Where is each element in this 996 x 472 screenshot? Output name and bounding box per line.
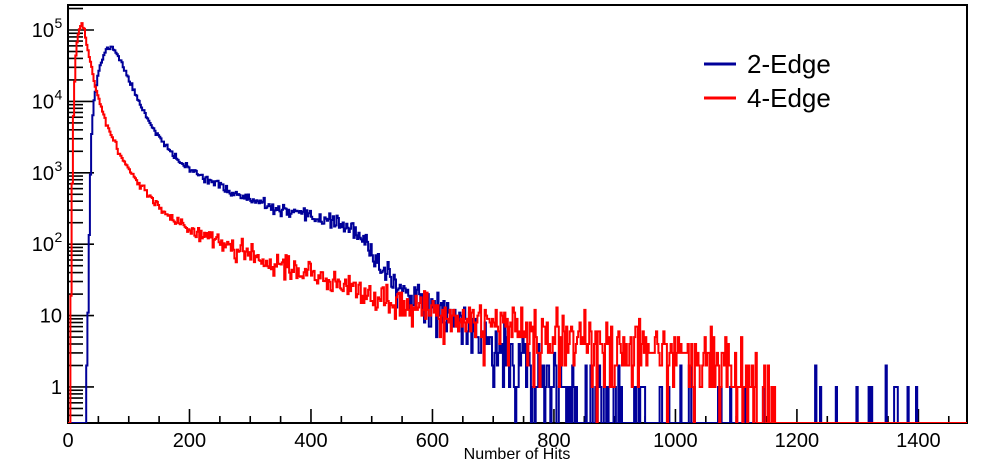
x-tick-label: 1000 [653,430,698,452]
legend-label-2-edge: 2-Edge [747,49,831,79]
x-axis-title: Number of Hits [464,446,571,463]
y-tick-label: 1 [51,377,62,399]
x-tick-label: 400 [294,430,327,452]
x-tick-label: 0 [62,430,73,452]
x-tick-label: 600 [416,430,449,452]
y-tick-label: 10 [32,163,54,185]
series-lines [68,22,967,423]
y-tick-label: 2 [55,229,63,245]
y-tick-label: 10 [32,234,54,256]
y-tick-label: 10 [32,20,54,42]
y-tick-label: 4 [55,86,63,102]
y-tick-label: 5 [55,15,63,31]
legend: 2-Edge 4-Edge [704,49,831,113]
x-tick-label: 1200 [775,430,820,452]
x-tick-label: 800 [537,430,570,452]
y-tick-label: 3 [55,158,63,174]
series-path-2-edge [68,45,967,423]
legend-label-4-edge: 4-Edge [747,83,831,113]
y-tick-label: 10 [32,91,54,113]
y-tick-label: 10 [40,306,62,328]
x-tick-label: 1400 [896,430,941,452]
series-path-4-edge [68,22,967,423]
plot-frame [67,4,968,424]
x-tick-label: 200 [173,430,206,452]
